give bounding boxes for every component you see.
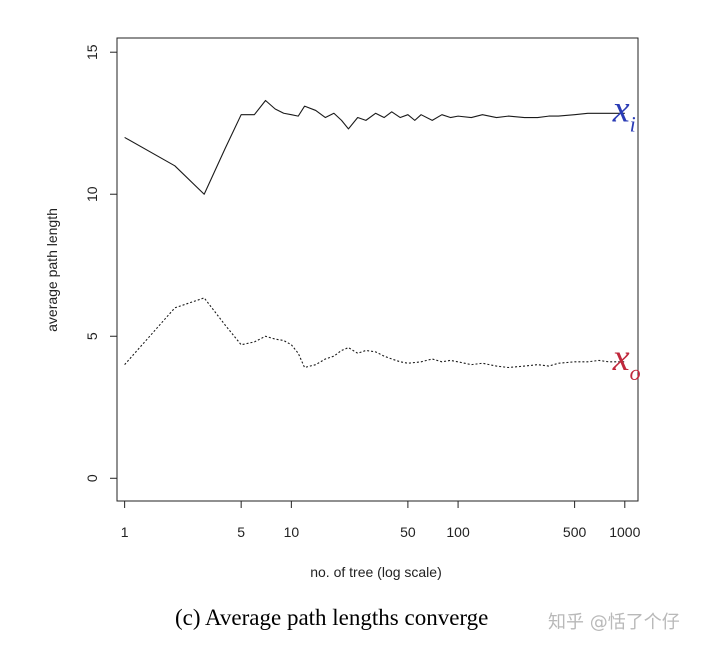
figure-caption: (c) Average path lengths converge: [175, 605, 488, 630]
series-layer: [124, 99, 625, 369]
series-label-x-o: xo: [612, 337, 641, 385]
y-axis-label: average path length: [44, 208, 60, 332]
plot-frame: [116, 37, 639, 502]
x-axis: 1 5 10 50 100 500 1000: [121, 501, 641, 540]
y-axis: 0 5 10 15: [84, 44, 117, 482]
y-tick-label: 10: [84, 186, 100, 202]
x-tick-label: 5: [237, 524, 245, 540]
series-label-sub: o: [630, 360, 641, 385]
y-tick-label: 5: [84, 332, 100, 340]
y-tick-label: 15: [84, 44, 100, 60]
series-line-x-i: [124, 99, 625, 195]
series-line-x-o: [124, 297, 625, 369]
x-tick-label: 1: [121, 524, 129, 540]
series-label-sub: i: [630, 111, 636, 136]
x-tick-label: 10: [284, 524, 300, 540]
y-tick-label: 0: [84, 474, 100, 482]
x-axis-label: no. of tree (log scale): [310, 564, 442, 580]
series-label-x-i: xi: [612, 88, 636, 136]
x-tick-label: 500: [563, 524, 587, 540]
series-label-main: x: [612, 88, 630, 130]
x-tick-label: 1000: [609, 524, 640, 540]
x-tick-label: 50: [400, 524, 416, 540]
x-tick-label: 100: [446, 524, 470, 540]
watermark-text: 知乎 @恬了个仔: [548, 612, 680, 633]
series-label-main: x: [612, 337, 630, 379]
